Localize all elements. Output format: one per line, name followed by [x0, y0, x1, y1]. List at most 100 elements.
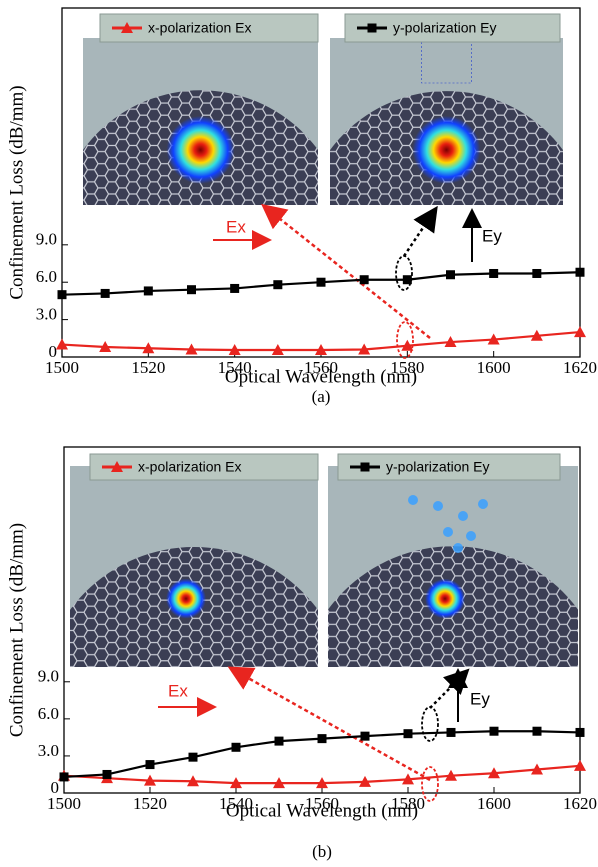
inset	[328, 466, 578, 667]
data-point	[531, 763, 543, 775]
data-point	[316, 277, 326, 287]
inset	[83, 38, 318, 205]
highlight-ellipse	[396, 321, 414, 359]
data-point	[99, 341, 112, 353]
data-point	[574, 759, 586, 771]
mode-field	[412, 115, 481, 184]
data-point	[489, 268, 499, 278]
y-tick-label: 0	[49, 342, 58, 361]
data-point	[575, 267, 585, 277]
data-point	[273, 777, 285, 789]
x-tick-label: 1600	[477, 794, 511, 813]
data-point	[187, 775, 199, 787]
data-point	[143, 286, 153, 296]
inset	[330, 38, 563, 205]
pointer-red	[227, 666, 431, 782]
leak-spot	[443, 527, 453, 537]
data-point	[317, 734, 327, 744]
y-axis-title: Confinement Loss (dB/mm)	[6, 523, 27, 737]
data-point	[271, 344, 284, 356]
inset	[70, 466, 318, 667]
leak-spot	[478, 499, 488, 509]
x-tick-label: 1580	[391, 794, 425, 813]
inset-notch	[172, 38, 229, 89]
data-point	[488, 767, 500, 779]
data-point	[59, 772, 69, 782]
annotation: Ey	[482, 226, 502, 245]
x-axis-title: Optical Wavelength (nm)	[226, 800, 418, 821]
data-point	[575, 727, 585, 737]
x-tick-label: 1620	[563, 358, 597, 377]
data-point	[102, 769, 112, 779]
mode-field	[166, 115, 235, 184]
data-point	[142, 342, 155, 354]
data-point	[402, 773, 414, 785]
legend-label: y-polarization Ey	[386, 459, 490, 475]
data-point	[187, 285, 196, 295]
legend-marker	[360, 462, 370, 472]
data-point	[574, 326, 586, 338]
y-axis-title: Confinement Loss (dB/mm)	[6, 85, 27, 299]
pointer-black	[402, 205, 438, 257]
y-tick-label: 6.0	[38, 704, 59, 723]
data-point	[144, 774, 156, 786]
legend-label: y-polarization Ey	[393, 20, 497, 36]
data-point	[532, 726, 542, 736]
data-point	[316, 777, 328, 789]
data-point	[57, 290, 67, 300]
y-tick-label: 3.0	[36, 305, 57, 324]
data-point	[230, 777, 242, 789]
data-point	[530, 329, 543, 341]
x-tick-label: 1580	[390, 358, 424, 377]
leak-spot	[458, 511, 468, 521]
x-axis-title: Optical Wavelength (nm)	[225, 366, 417, 387]
leak-spot	[466, 531, 476, 541]
pointer-black	[429, 668, 470, 709]
pointer-red	[261, 203, 431, 339]
leak-spot	[408, 495, 418, 505]
data-point	[360, 731, 370, 741]
x-tick-label: 1500	[47, 794, 81, 813]
legend-marker	[367, 23, 377, 33]
data-point	[358, 343, 371, 355]
data-point	[185, 343, 198, 355]
mode-field	[425, 578, 465, 619]
x-tick-label: 1500	[45, 358, 79, 377]
data-point	[231, 742, 241, 752]
annotation: Ey	[470, 689, 490, 708]
x-tick-label: 1560	[305, 794, 339, 813]
data-point	[445, 769, 457, 781]
x-tick-label: 1600	[477, 358, 511, 377]
legend-marker	[121, 22, 133, 33]
data-point	[532, 268, 542, 278]
data-point	[401, 339, 414, 351]
x-tick-label: 1620	[563, 794, 597, 813]
x-tick-label: 1520	[133, 794, 167, 813]
data-point	[444, 336, 457, 348]
data-point	[273, 280, 283, 290]
y-tick-label: 3.0	[38, 741, 59, 760]
data-point	[228, 344, 241, 356]
data-point	[359, 775, 371, 787]
y-tick-label: 9.0	[38, 667, 59, 686]
data-point	[359, 275, 369, 285]
y-tick-label: 6.0	[36, 267, 57, 286]
data-point	[145, 760, 155, 770]
x-tick-label: 1560	[304, 358, 338, 377]
mode-field	[166, 578, 206, 619]
highlight-ellipse	[421, 706, 439, 742]
data-point	[446, 727, 456, 737]
x-tick-label: 1520	[131, 358, 165, 377]
inset-notch	[421, 38, 472, 84]
highlight-ellipse	[395, 255, 413, 291]
y-tick-label: 0	[51, 778, 60, 797]
data-point	[230, 283, 240, 293]
highlight-ellipse	[421, 766, 439, 802]
x-tick-label: 1540	[218, 358, 252, 377]
annotation: Ex	[168, 681, 188, 700]
annotation: Ex	[226, 217, 246, 236]
legend-label: x-polarization Ex	[148, 20, 252, 36]
data-point	[56, 338, 68, 350]
